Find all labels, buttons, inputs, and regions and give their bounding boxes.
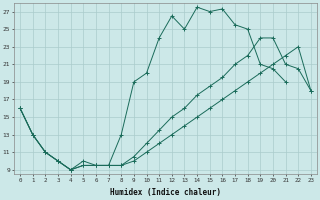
X-axis label: Humidex (Indice chaleur): Humidex (Indice chaleur) xyxy=(110,188,221,197)
